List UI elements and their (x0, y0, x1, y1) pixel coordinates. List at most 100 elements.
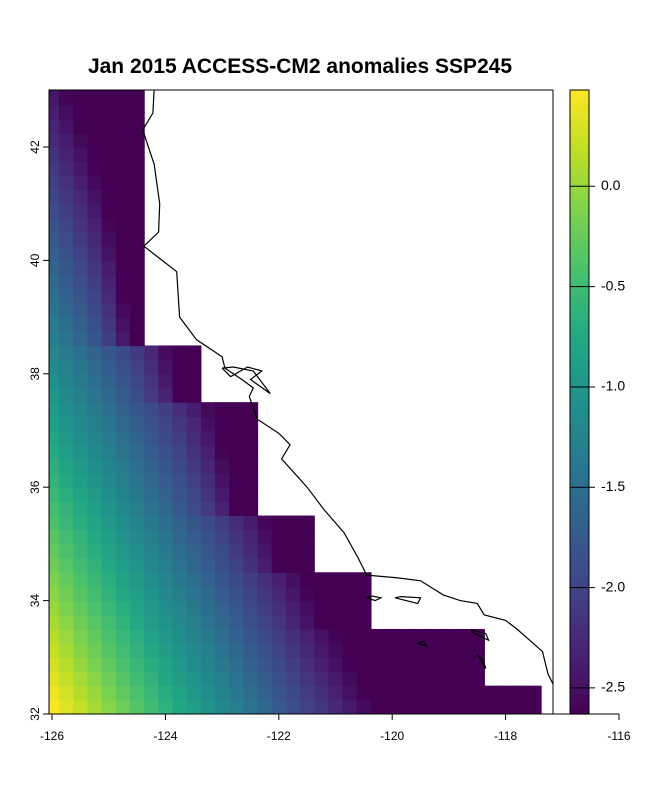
grid-cell (172, 543, 188, 559)
island-outline (476, 654, 487, 669)
grid-cell (229, 671, 244, 687)
colorbar-swatch (570, 225, 589, 231)
colorbar-swatch (570, 672, 589, 679)
grid-cell (186, 473, 202, 488)
grid-cell (200, 643, 216, 658)
grid-cell (129, 614, 145, 630)
grid-cell (129, 175, 145, 191)
grid-cell (215, 543, 230, 559)
grid-cell (49, 175, 60, 191)
grid-cell (115, 671, 131, 687)
grid-cell (87, 175, 103, 191)
grid-cell (300, 657, 315, 673)
grid-cell (172, 373, 188, 389)
grid-cell (385, 699, 400, 714)
grid-cell (186, 487, 202, 502)
colorbar-swatch (570, 318, 589, 325)
grid-cell (158, 558, 174, 573)
grid-cell (144, 515, 159, 531)
colorbar-swatch (570, 443, 589, 450)
grid-cell (129, 416, 145, 432)
grid-cell (87, 628, 103, 644)
grid-cell (115, 246, 131, 261)
colorbar-swatch (570, 391, 589, 398)
grid-cell (59, 458, 74, 474)
grid-cell (356, 628, 372, 644)
grid-cell (73, 444, 89, 460)
grid-cell (87, 430, 103, 446)
colorbar-swatch (570, 422, 589, 429)
grid-cell (370, 643, 386, 658)
colorbar-swatch (570, 474, 589, 481)
grid-cell (87, 458, 103, 474)
grid-cell (101, 543, 117, 559)
grid-cell (73, 628, 89, 644)
grid-cell (73, 543, 89, 559)
grid-cell (215, 685, 230, 701)
colorbar-swatch (570, 188, 589, 195)
grid-cell (328, 628, 344, 644)
grid-cell (243, 515, 259, 531)
grid-cell (59, 430, 74, 446)
grid-cell (59, 416, 74, 432)
grid-cell (172, 586, 188, 602)
grid-cell (158, 600, 174, 616)
grid-cell (144, 685, 159, 701)
colorbar-swatch (570, 407, 589, 413)
grid-cell (129, 132, 145, 148)
grid-cell (73, 274, 89, 290)
grid-cell (144, 558, 159, 573)
grid-cell (186, 444, 202, 460)
grid-cell (158, 487, 174, 502)
grid-cell (144, 458, 159, 474)
grid-cell (49, 543, 60, 559)
grid-cell (129, 345, 145, 361)
grid-cell (314, 699, 330, 714)
grid-cell (87, 572, 103, 588)
grid-cell (215, 515, 230, 531)
grid-cell (115, 317, 131, 332)
grid-cell (186, 586, 202, 602)
grid-cell (59, 444, 74, 460)
grid-cell (101, 558, 117, 573)
grid-cell (200, 501, 216, 517)
x-axis: -126 -124 -122 -120 -118 -116 (40, 713, 631, 743)
colorbar-swatch (570, 240, 589, 247)
grid-cell (314, 643, 330, 658)
grid-cell (59, 147, 74, 162)
grid-cell (129, 331, 145, 347)
grid-cell (101, 671, 117, 687)
grid-cell (385, 643, 400, 658)
colorbar-swatch (570, 589, 589, 595)
grid-cell (73, 402, 89, 417)
grid-cell (49, 331, 60, 347)
grid-cell (115, 529, 131, 545)
grid-cell (172, 685, 188, 701)
grid-cell (129, 529, 145, 545)
grid-cell (186, 402, 202, 417)
colorbar-swatch (570, 542, 589, 549)
grid-cell (129, 232, 145, 247)
grid-cell (49, 572, 60, 588)
grid-cell (129, 246, 145, 261)
grid-cell (257, 600, 273, 616)
colorbar-swatch (570, 578, 589, 585)
grid-cell (59, 161, 74, 176)
grid-cell (186, 458, 202, 474)
grid-cell (215, 458, 230, 474)
grid-cell (115, 104, 131, 120)
grid-cell (285, 529, 301, 545)
grid-cell (73, 458, 89, 474)
grid-cell (186, 373, 202, 389)
colorbar-swatch (570, 194, 589, 200)
grid-cell (115, 359, 131, 375)
grid-cell (59, 189, 74, 205)
x-tick-label: -118 (494, 729, 517, 743)
grid-cell (49, 515, 60, 531)
grid-cell (328, 572, 344, 588)
grid-cell (144, 572, 159, 588)
grid-cell (129, 189, 145, 205)
island-outline (417, 640, 428, 648)
grid-cell (49, 359, 60, 375)
grid-cell (427, 671, 443, 687)
